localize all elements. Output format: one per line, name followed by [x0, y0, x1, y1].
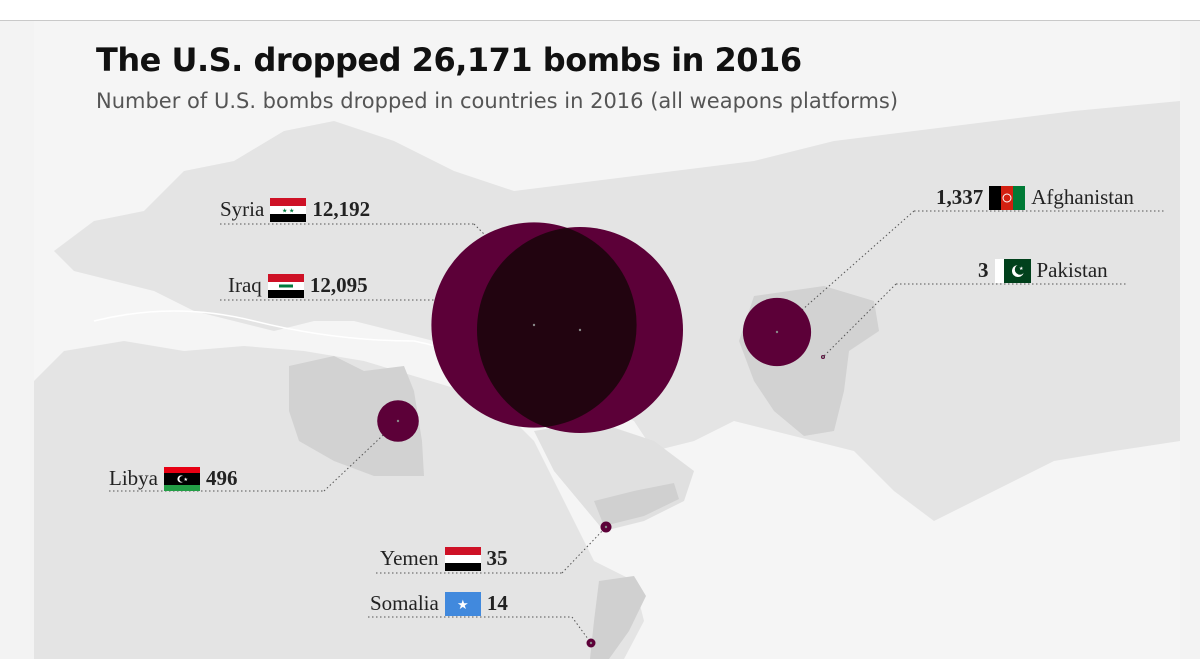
yemen-shape — [594, 483, 679, 526]
bubble-layer — [377, 222, 825, 648]
svg-text:★: ★ — [289, 207, 294, 214]
libya-shape — [289, 356, 424, 476]
country-name: Somalia — [370, 591, 439, 615]
country-name: Afghanistan — [1031, 185, 1134, 209]
svg-text:★: ★ — [183, 477, 188, 483]
centroid-top-syria — [578, 328, 582, 332]
country-name: Syria — [220, 197, 265, 221]
country-value: 496 — [205, 466, 238, 490]
pakistan-flag-icon: ★ — [994, 258, 1031, 283]
country-name: Pakistan — [1036, 258, 1108, 282]
country-value: 35 — [486, 546, 508, 570]
centroid-afghanistan — [775, 330, 779, 334]
browser-top-bar — [0, 0, 1200, 21]
chart-subtitle: Number of U.S. bombs dropped in countrie… — [96, 89, 899, 113]
africa-landmass — [34, 341, 644, 659]
label-pakistan: 3 ★ Pakistan — [978, 258, 1108, 283]
centroid-pakistan — [821, 355, 825, 359]
country-value: 14 — [486, 591, 508, 615]
country-value: 12,192 — [312, 197, 371, 221]
svg-text:★: ★ — [1019, 266, 1024, 272]
syria-flag-icon: ★ ★ — [270, 197, 307, 222]
right-gutter — [1180, 21, 1200, 659]
country-value: 12,095 — [309, 273, 368, 297]
country-value: 1,337 — [936, 185, 984, 209]
infographic-card: The U.S. dropped 26,171 bombs in 2016 Nu… — [34, 21, 1180, 659]
country-value: 3 — [978, 258, 989, 282]
label-syria: Syria ★ ★ 12,192 — [220, 197, 370, 222]
country-name: Yemen — [380, 546, 439, 570]
label-somalia: Somalia ★ 14 — [370, 591, 508, 616]
pakistan-leader-line-diag — [822, 283, 897, 358]
libya-flag-icon: ★ — [163, 466, 200, 491]
iraq-flag-icon — [267, 273, 304, 298]
label-iraq: Iraq 12,095 — [228, 273, 368, 298]
country-name: Iraq — [228, 273, 262, 297]
centroid-top-iraq — [532, 323, 536, 327]
country-name: Libya — [109, 466, 158, 490]
chart-title: The U.S. dropped 26,171 bombs in 2016 — [96, 41, 802, 79]
centroid-somalia — [589, 641, 593, 645]
somalia-shape — [590, 576, 646, 659]
label-libya: Libya ★ 496 — [109, 466, 237, 491]
somalia-flag-icon: ★ — [444, 591, 481, 616]
label-afghanistan: 1,337 Afghanistan — [936, 185, 1134, 210]
afghanistan-flag-icon — [989, 185, 1026, 210]
centroid-yemen — [604, 525, 608, 529]
svg-text:★: ★ — [282, 207, 287, 214]
somalia-leader-line-diag — [571, 616, 592, 644]
world-map — [34, 21, 1180, 659]
yemen-flag-icon — [444, 546, 481, 571]
label-yemen: Yemen 35 — [380, 546, 508, 571]
svg-text:★: ★ — [457, 598, 469, 613]
left-gutter — [0, 21, 34, 659]
yemen-leader-line-diag — [561, 526, 607, 574]
centroid-libya — [396, 419, 400, 423]
